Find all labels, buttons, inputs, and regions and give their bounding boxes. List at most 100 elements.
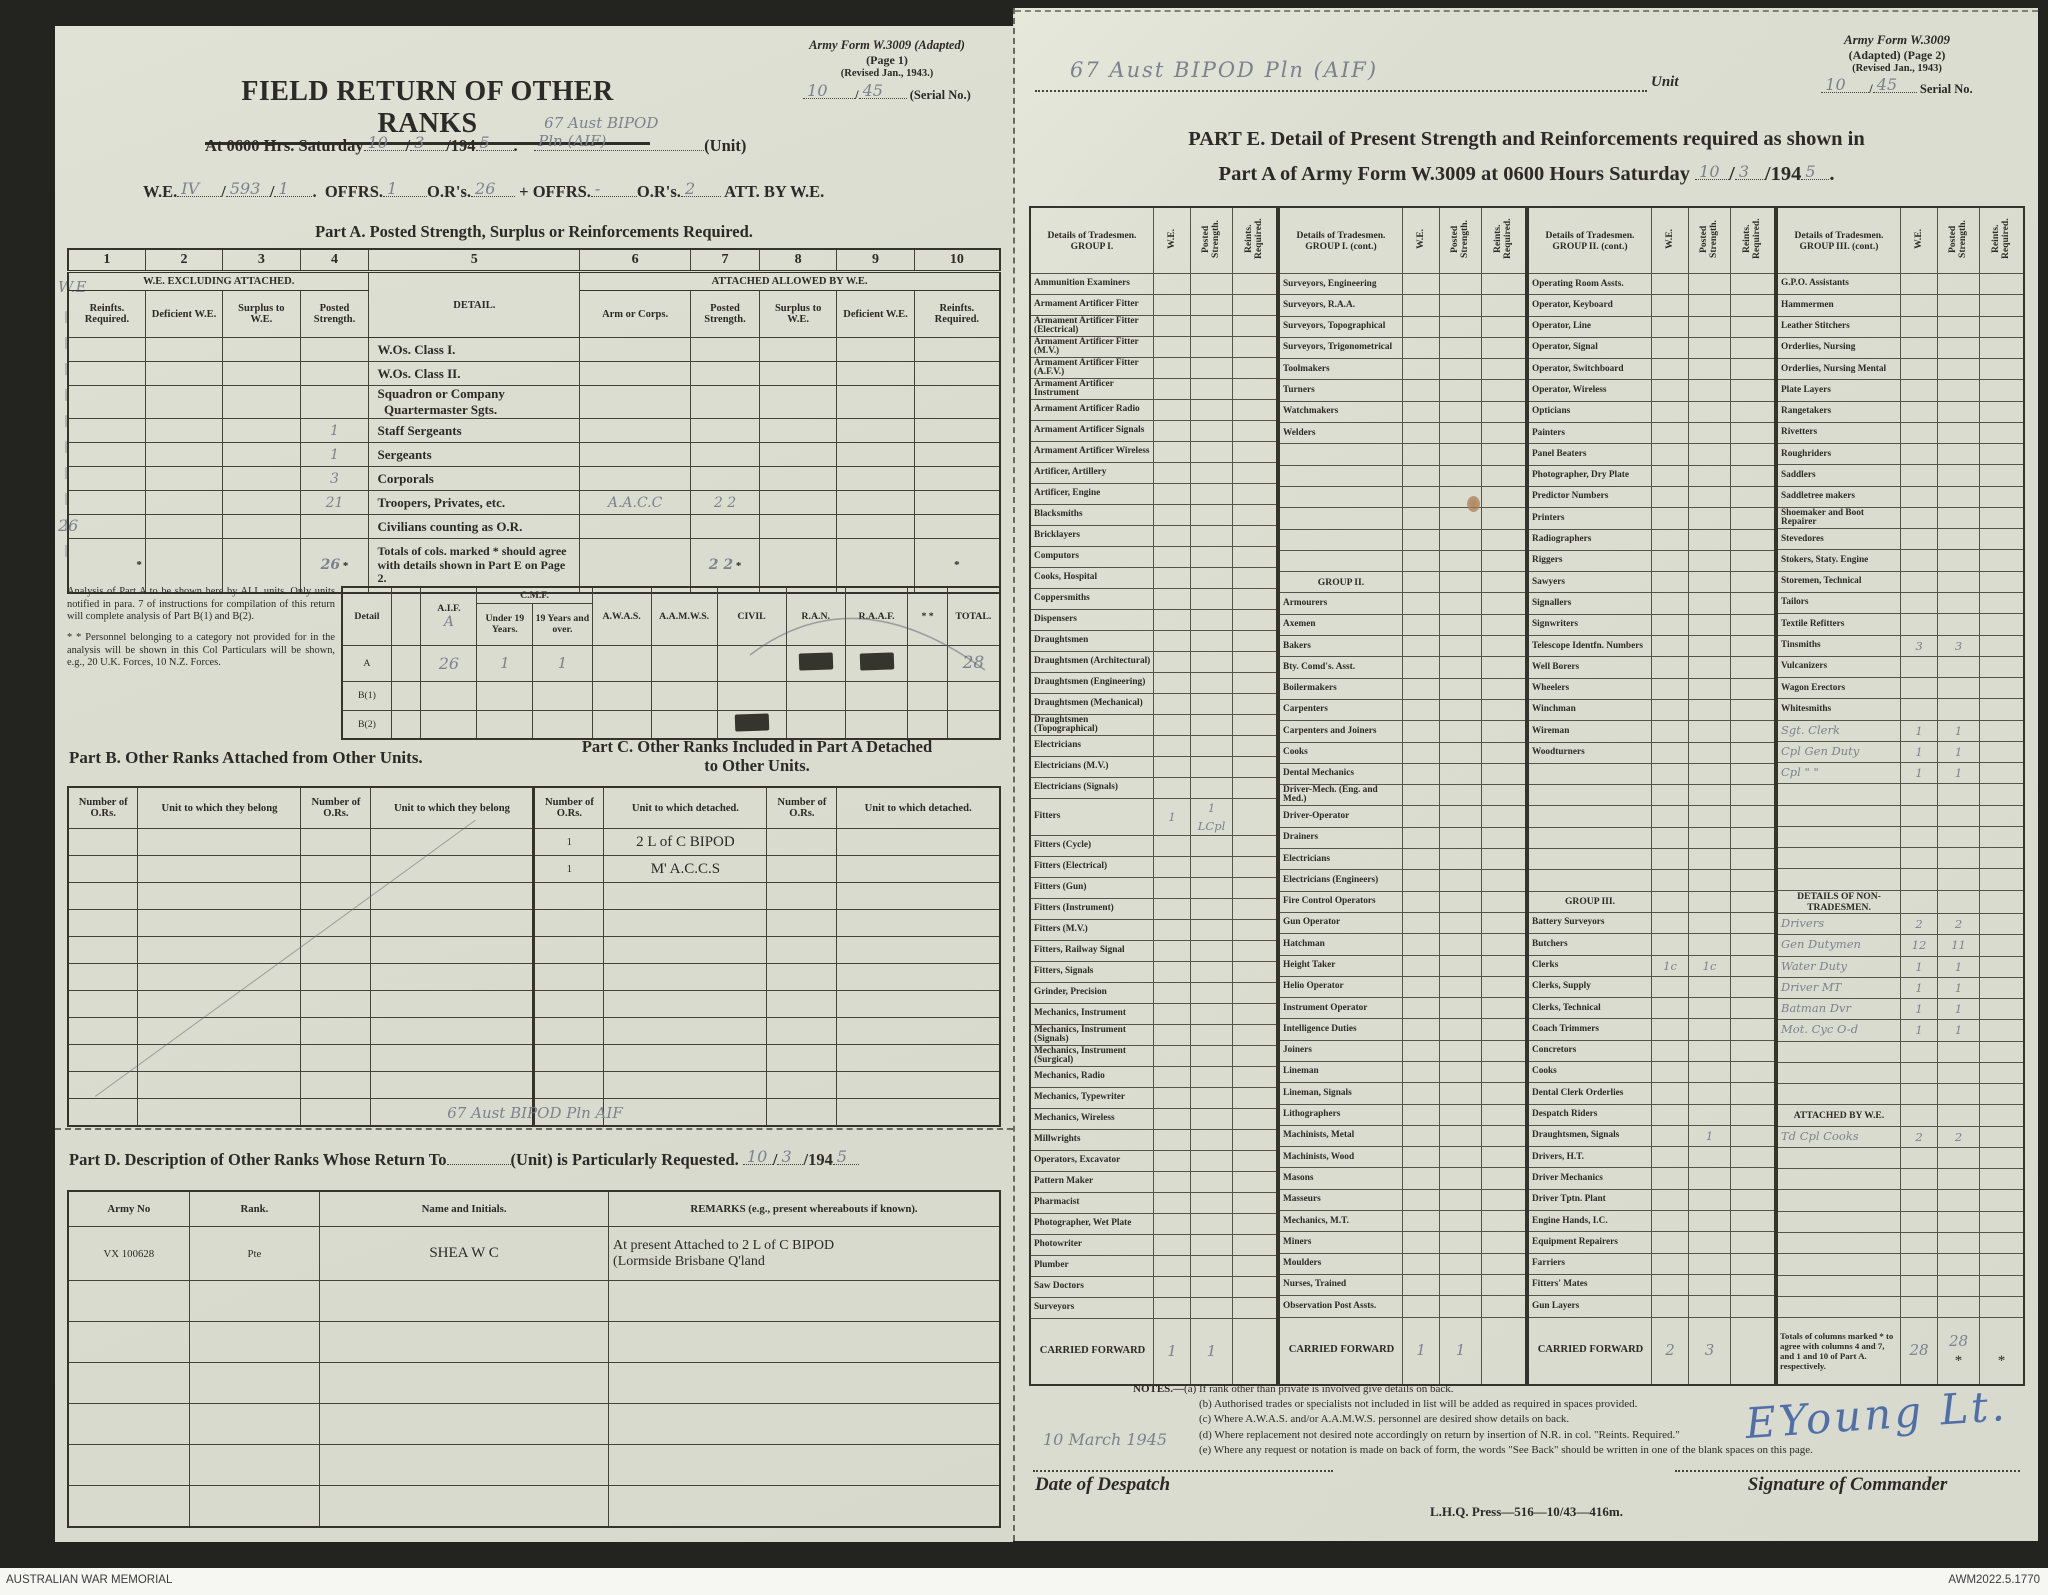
reints-required-header-text: Reints. Required. [1243, 218, 1265, 260]
totals-text-cell: Totals of cols. marked * should agree wi… [368, 538, 581, 593]
bc-cell [137, 1098, 302, 1127]
we-cell [1152, 1276, 1192, 1298]
reints-required-cell [1730, 1018, 1776, 1041]
bc-cell [137, 1071, 302, 1099]
we2-handwriting: 593 [229, 179, 261, 198]
under19-header: Under 19 Years. [476, 602, 534, 646]
posted-strength-cell: 1 [1937, 998, 1981, 1021]
trade-label-cell: Millwrights [1029, 1129, 1154, 1151]
reints-required-header: Reints. Required. [1232, 206, 1278, 274]
we-cell [1899, 1104, 1939, 1127]
bc-cell: M' A.C.C.S [603, 855, 768, 883]
trade-label-cell: Td Cpl Cooks [1776, 1125, 1901, 1148]
posted-strength-cell [1439, 571, 1483, 594]
serial-hw1-p2: 10 [1825, 75, 1846, 94]
posted-strength-cell [1937, 613, 1981, 636]
trade-label-cell: Telescope Identfn. Numbers [1527, 635, 1652, 658]
bc-cell [67, 1044, 139, 1072]
trade-row: Surveyors [1029, 1297, 1278, 1319]
col-number: 7 [690, 248, 760, 273]
we-cell [1152, 898, 1192, 920]
trade-row: Hammermen [1776, 294, 2025, 317]
bc-cell [836, 1044, 1001, 1072]
part-d-unit-handwriting: 67 Aust BIPOD Pln AIF [447, 1104, 623, 1122]
we-cell [1650, 1210, 1690, 1233]
value-hw: 28 [1909, 1341, 1929, 1360]
reints-required-cell [1481, 528, 1527, 551]
posted-strength-cell [1937, 336, 1981, 360]
posted-strength-cell [1937, 591, 1981, 615]
value-hw: 1 [1954, 744, 1963, 759]
row-a-u19-hw: 1 [500, 654, 510, 672]
posted-strength-cell [1937, 400, 1981, 423]
we3-handwriting: 1 [278, 179, 289, 198]
trade-label-cell: Water Duty [1776, 955, 1901, 978]
posted-strength-cell [1937, 315, 1981, 338]
value-cell [690, 466, 760, 491]
trade-label-cell: Electricians [1029, 735, 1154, 757]
value-cell [579, 361, 692, 386]
reints-required-cell [1481, 379, 1527, 402]
reints-required-cell [1481, 358, 1527, 381]
trade-row: Roughriders [1776, 443, 2025, 466]
value-cell [579, 442, 692, 467]
bc-cell [67, 1017, 139, 1045]
posted-strength-cell [1439, 1167, 1483, 1190]
we-cell [1899, 804, 1939, 827]
value-cell [144, 385, 224, 419]
trade-label-cell: Drainers [1278, 826, 1403, 850]
trade-label-cell: Miners [1278, 1231, 1403, 1254]
value-cell [690, 361, 760, 386]
unit-dotted-line [1035, 90, 1647, 92]
blank-cell [608, 1321, 1001, 1363]
value-cell [299, 361, 370, 386]
posted-strength-cell: 1 [1937, 719, 1981, 742]
posted-strength-cell: 1 [1937, 762, 1981, 785]
bc-row [67, 936, 1001, 964]
we-cell [1152, 399, 1192, 421]
col-number: 2 [144, 248, 224, 273]
trade-row: CARRIED FORWARD 1 1 [1029, 1318, 1278, 1385]
posted-strength-cell [1439, 848, 1483, 871]
reints-required-cell [1730, 1060, 1776, 1084]
row-a-o19-hw: 1 [557, 654, 568, 672]
value-cell: 3 [299, 466, 370, 491]
civil-header: CIVIL [716, 586, 787, 646]
we-cell [1650, 1295, 1690, 1318]
posted-strength-cell [1190, 1129, 1234, 1151]
value-cell [758, 361, 838, 386]
reints-required-cell [1730, 1124, 1776, 1148]
subheader: Posted Strength. [299, 290, 370, 338]
part-bc-header-row: Number of O.Rs. Unit to which they belong… [67, 786, 1001, 829]
posted-strength-cell [1937, 889, 1981, 914]
trade-label-cell: Well Borers [1527, 656, 1652, 679]
posted-strength-cell: 11 [1937, 934, 1981, 957]
we-cell [1152, 856, 1192, 878]
trade-label-cell: Signwriters [1527, 613, 1652, 637]
analysis-row-b2: B(2) [341, 709, 1001, 740]
reints-required-cell [1481, 571, 1527, 594]
trade-label-cell: Helio Operator [1278, 975, 1403, 999]
part-e-month-hw: 3 [1738, 162, 1750, 181]
value-hw: 11 [1951, 938, 1966, 953]
trade-row: Machinists, Metal [1278, 1124, 1527, 1148]
trade-label-cell: Saddlers [1776, 464, 1901, 487]
archive-id: AWM2022.5.1770 [1948, 1574, 2040, 1586]
value-cell [222, 385, 301, 419]
posted-strength-hw: 1 [330, 422, 339, 439]
trade-row: Winchman [1527, 698, 1776, 722]
we-cell [1899, 591, 1939, 615]
trade-row: Engine Hands, I.C. [1527, 1210, 1776, 1233]
note-a: (a) If rank other than private is involv… [1184, 1383, 1454, 1395]
value-cell [67, 490, 146, 515]
trade-row: Sawyers [1527, 571, 1776, 594]
we-cell [1401, 826, 1441, 850]
part-e-head: Details of Tradesmen. GROUP III. (cont.) W… [1776, 206, 2025, 274]
reints-required-cell [1979, 1274, 2025, 1297]
posted-strength-cell [1190, 877, 1234, 899]
value-cell [579, 385, 692, 419]
we-cell [1650, 890, 1690, 913]
bc-row [67, 909, 1001, 937]
part-b-heading: Part B. Other Ranks Attached from Other … [69, 748, 423, 767]
posted-strength-cell: 28 * [1937, 1317, 1981, 1385]
